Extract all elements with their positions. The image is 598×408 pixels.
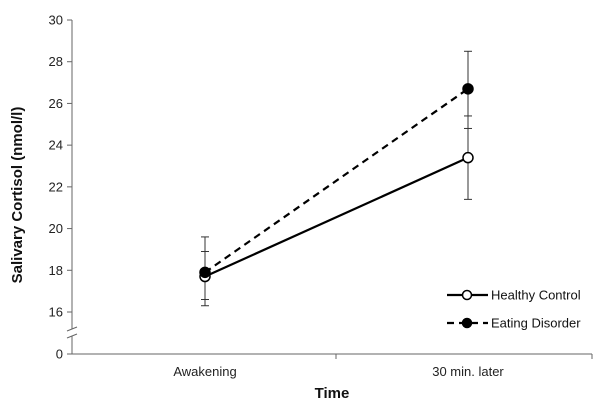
y-tick-label: 24 xyxy=(49,138,63,153)
y-tick-label: 26 xyxy=(49,96,63,111)
y-tick-label: 30 xyxy=(49,13,63,28)
legend-swatch-marker xyxy=(461,317,473,329)
x-axis-title: Time xyxy=(315,385,350,402)
y-tick-label: 22 xyxy=(49,179,63,194)
y-ticks: 0 16 18 20 22 24 26 28 30 xyxy=(49,13,72,362)
series-eating-disorder xyxy=(204,87,469,274)
legend-swatch-marker xyxy=(461,289,473,301)
legend-label: Eating Disorder xyxy=(491,316,581,331)
axes xyxy=(66,20,592,355)
x-ticks: Awakening 30 min. later xyxy=(173,354,593,379)
series-healthy-control xyxy=(204,156,469,278)
y-tick-label: 16 xyxy=(49,305,63,320)
data-point xyxy=(199,266,211,279)
x-tick-label: 30 min. later xyxy=(432,364,504,379)
y-tick-label: 18 xyxy=(49,263,63,278)
x-tick-label: Awakening xyxy=(173,364,236,379)
series-layer xyxy=(199,50,474,307)
y-axis-title: Salivary Cortisol (nmol/l) xyxy=(9,107,26,284)
axis-break-mark xyxy=(66,326,78,332)
legend-label: Healthy Control xyxy=(491,288,581,303)
legend: Healthy Control Eating Disorder xyxy=(447,288,581,331)
series-line xyxy=(204,156,469,278)
data-point xyxy=(462,83,474,95)
y-tick-label: 28 xyxy=(49,54,63,69)
series-markers-0 xyxy=(201,115,472,307)
axis-break-mark xyxy=(66,333,78,339)
series-points-1 xyxy=(199,83,474,279)
legend-item: Eating Disorder xyxy=(447,316,581,331)
legend-item: Healthy Control xyxy=(447,288,581,303)
y-tick-label: 20 xyxy=(49,221,63,236)
series-line xyxy=(204,87,469,274)
data-point xyxy=(462,151,474,164)
y-tick-label: 0 xyxy=(56,347,63,362)
